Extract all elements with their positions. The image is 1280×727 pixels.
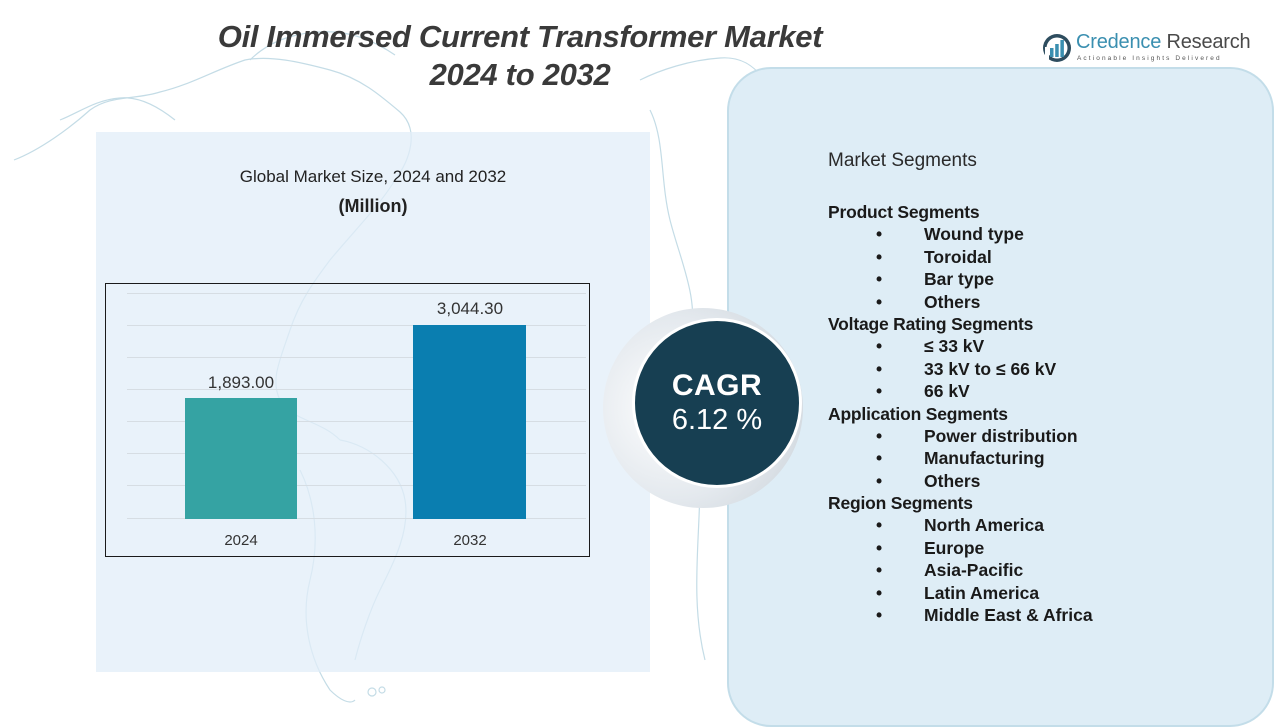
bar-2024 — [185, 398, 297, 519]
segments-heading: Market Segments — [828, 150, 977, 171]
segment-item: • Toroidal — [876, 246, 992, 267]
gridline — [127, 357, 586, 358]
bullet-icon: • — [876, 605, 883, 626]
bullet-icon: • — [876, 448, 883, 469]
x-axis-label-2032: 2032 — [453, 532, 487, 549]
bullet-icon: • — [876, 515, 883, 536]
bullet-icon: • — [876, 291, 883, 312]
segment-group-title: Application Segments — [828, 403, 1008, 424]
gridline — [127, 293, 586, 294]
gridline — [127, 389, 586, 390]
bullet-icon: • — [876, 381, 883, 402]
bullet-icon: • — [876, 425, 883, 446]
segment-item: • Power distribution — [876, 425, 1078, 446]
segments-panel — [727, 67, 1274, 727]
segment-group-title: Voltage Rating Segments — [828, 313, 1034, 334]
title-line-1: Oil Immersed Current Transformer Market — [217, 19, 823, 54]
segment-item: • Wound type — [876, 224, 1024, 245]
chart-title: Global Market Size, 2024 and 2032 — [239, 167, 507, 186]
segment-item: • North America — [876, 515, 1044, 536]
segment-item: • Bar type — [876, 269, 995, 290]
segment-item: • Asia-Pacific — [876, 560, 1024, 581]
logo-tagline: Actionable Insights Delivered — [1077, 55, 1222, 62]
segment-item: • Others — [876, 291, 981, 312]
gridline — [127, 485, 586, 486]
segment-item: • Middle East & Africa — [876, 605, 1093, 626]
x-axis-label-2024: 2024 — [224, 532, 258, 549]
gridline — [127, 325, 586, 326]
bullet-icon: • — [876, 582, 883, 603]
bullet-icon: • — [876, 224, 883, 245]
segment-item: • Europe — [876, 537, 985, 558]
bar-chart: 1,893.00 2024 3,044.30 2032 — [105, 283, 590, 557]
bar-chart-circle-icon — [1043, 34, 1071, 62]
chart-unit: (Million) — [338, 196, 408, 216]
cagr-badge: CAGR 6.12 % — [632, 318, 802, 488]
bar-2032 — [413, 325, 526, 519]
cagr-value: 6.12 % — [671, 404, 763, 436]
page-title: Oil Immersed Current Transformer Market … — [150, 18, 890, 94]
bullet-icon: • — [876, 246, 883, 267]
bullet-icon: • — [876, 537, 883, 558]
segment-group-title: Product Segments — [828, 202, 980, 222]
segment-item: • Latin America — [876, 582, 1040, 603]
segment-item: • 33 kV to ≤ 66 kV — [876, 358, 1057, 379]
segments-list: Product Segments • Wound type • Toroidal •… — [828, 201, 1093, 626]
title-line-2: 2024 to 2032 — [429, 57, 611, 92]
cagr-label: CAGR — [671, 369, 763, 402]
segment-item: • Manufacturing — [876, 448, 1045, 469]
segment-item: • 66 kV — [876, 381, 970, 402]
bullet-icon: • — [876, 336, 883, 357]
bar-value-label-2032: 3,044.30 — [436, 299, 504, 318]
bar-value-label-2024: 1,893.00 — [207, 373, 275, 392]
segment-item: • ≤ 33 kV — [876, 336, 985, 357]
bullet-icon: • — [876, 358, 883, 379]
segment-item: • Others — [876, 470, 981, 491]
bullet-icon: • — [876, 560, 883, 581]
bullet-icon: • — [876, 470, 883, 491]
logo-name-part2: Research — [1166, 31, 1251, 53]
gridline — [127, 421, 586, 422]
bullet-icon: • — [876, 269, 883, 290]
chart-baseline — [127, 518, 586, 519]
logo-name-part1: Credence — [1076, 31, 1162, 53]
logo-wordmark: Credence Research — [1076, 31, 1251, 54]
gridline — [127, 453, 586, 454]
credence-research-logo: Credence Research Actionable Insights De… — [1040, 31, 1260, 67]
segment-group-title: Region Segments — [828, 493, 973, 514]
